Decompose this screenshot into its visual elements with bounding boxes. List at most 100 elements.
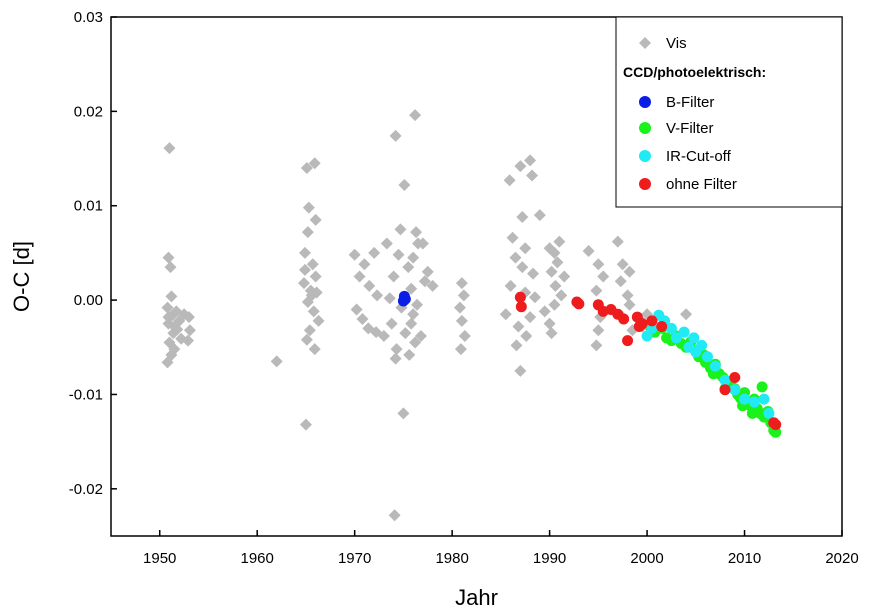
legend: Vis CCD/photoelektrisch: B-Filter V-Filt… xyxy=(615,16,843,208)
legend-box xyxy=(615,16,843,208)
data-point-v-filter xyxy=(756,381,768,393)
y-tick-label: -0.02 xyxy=(69,481,103,498)
data-point-vis xyxy=(181,334,194,347)
data-point-vis xyxy=(520,329,533,342)
legend-marker-ohne-filter xyxy=(639,178,651,190)
data-point-vis xyxy=(549,279,562,292)
data-point-vis xyxy=(161,301,174,314)
y-tick-label: -0.01 xyxy=(69,386,103,403)
data-point-ohne-filter xyxy=(514,291,526,303)
data-point-vis xyxy=(300,333,313,346)
legend-label-b-filter: B-Filter xyxy=(666,94,714,111)
data-point-ir-cut-off xyxy=(678,326,690,338)
legend-marker-v-filter xyxy=(639,122,651,134)
legend-entry-ohne-filter: ohne Filter xyxy=(639,176,737,193)
plot-frame xyxy=(110,16,843,537)
data-point-vis xyxy=(410,226,423,239)
data-point-vis xyxy=(270,355,283,368)
data-point-vis xyxy=(388,509,401,522)
data-point-vis xyxy=(503,174,516,187)
data-point-vis xyxy=(504,279,517,292)
y-tick-label: 0.03 xyxy=(74,9,103,26)
axis-ticks: 1950 1960 1970 1980 1990 2000 2010 2020 -0.02 -0.… xyxy=(69,9,859,567)
data-point-vis xyxy=(390,343,403,356)
data-point-ohne-filter xyxy=(573,298,585,310)
data-point-vis xyxy=(309,270,322,283)
data-point-vis xyxy=(305,289,318,302)
data-point-vis xyxy=(299,418,312,431)
legend-label-vis: Vis xyxy=(666,35,687,52)
data-point-ohne-filter xyxy=(656,321,668,333)
data-point-vis xyxy=(397,407,410,420)
data-point-vis xyxy=(538,305,551,318)
series-b-filter xyxy=(397,290,411,307)
legend-heading: CCD/photoelektrisch: xyxy=(623,64,766,80)
data-point-vis xyxy=(528,291,541,304)
x-tick-label: 1990 xyxy=(533,550,566,567)
data-point-vis xyxy=(298,263,311,276)
data-point-vis xyxy=(426,279,439,292)
data-point-ir-cut-off xyxy=(758,393,770,405)
data-point-vis xyxy=(389,129,402,142)
data-point-vis xyxy=(309,213,322,226)
data-point-ohne-filter xyxy=(515,301,527,313)
y-tick-label: 0.02 xyxy=(74,103,103,120)
data-point-vis xyxy=(453,301,466,314)
data-point-vis xyxy=(402,261,415,274)
data-point-vis xyxy=(582,245,595,258)
data-point-vis xyxy=(302,201,315,214)
data-point-ir-cut-off xyxy=(646,322,658,334)
data-point-vis xyxy=(558,270,571,283)
data-point-vis xyxy=(526,169,539,182)
data-point-ohne-filter xyxy=(729,371,741,383)
data-point-vis xyxy=(348,248,361,261)
data-point-vis xyxy=(183,324,196,337)
data-point-vis xyxy=(545,265,558,278)
data-point-vis xyxy=(297,277,310,290)
data-point-ohne-filter xyxy=(633,321,645,333)
data-point-vis xyxy=(509,251,522,264)
data-point-vis xyxy=(524,154,537,167)
data-point-vis xyxy=(298,246,311,259)
series-ir-cut-off xyxy=(641,309,775,419)
data-point-vis xyxy=(512,320,525,333)
data-point-vis xyxy=(499,308,512,321)
y-tick-label: 0.01 xyxy=(74,198,103,215)
data-point-vis xyxy=(421,265,434,278)
data-point-vis xyxy=(385,317,398,330)
data-point-vis xyxy=(510,339,523,352)
data-point-vis xyxy=(306,258,319,271)
data-point-vis xyxy=(621,289,634,302)
data-point-ir-cut-off xyxy=(696,339,708,351)
data-point-vis xyxy=(590,339,603,352)
data-point-vis xyxy=(455,277,468,290)
data-point-vis xyxy=(545,327,558,340)
legend-marker-b-filter xyxy=(639,96,651,108)
data-point-vis xyxy=(405,317,418,330)
data-point-vis xyxy=(303,324,316,337)
data-point-vis xyxy=(162,311,175,324)
data-point-vis xyxy=(414,329,427,342)
data-point-ohne-filter xyxy=(719,384,731,396)
data-point-vis xyxy=(597,270,610,283)
data-point-vis xyxy=(308,343,321,356)
data-point-vis xyxy=(380,237,393,250)
data-point-vis xyxy=(514,160,527,173)
data-point-vis xyxy=(592,258,605,271)
data-point-vis xyxy=(516,211,529,224)
data-point-ir-cut-off xyxy=(665,322,677,334)
data-point-vis xyxy=(548,298,561,311)
data-point-vis xyxy=(543,317,556,330)
data-point-vis xyxy=(407,251,420,264)
data-point-vis xyxy=(590,284,603,297)
data-point-vis xyxy=(458,329,471,342)
data-point-vis xyxy=(403,348,416,361)
data-point-b-filter xyxy=(397,295,409,307)
data-point-vis xyxy=(592,324,605,337)
series-vis xyxy=(161,109,693,522)
data-point-vis xyxy=(623,298,636,311)
data-point-ir-cut-off xyxy=(670,332,682,344)
data-point-vis xyxy=(418,275,431,288)
series-v-filter xyxy=(644,321,782,438)
data-point-vis xyxy=(350,303,363,316)
